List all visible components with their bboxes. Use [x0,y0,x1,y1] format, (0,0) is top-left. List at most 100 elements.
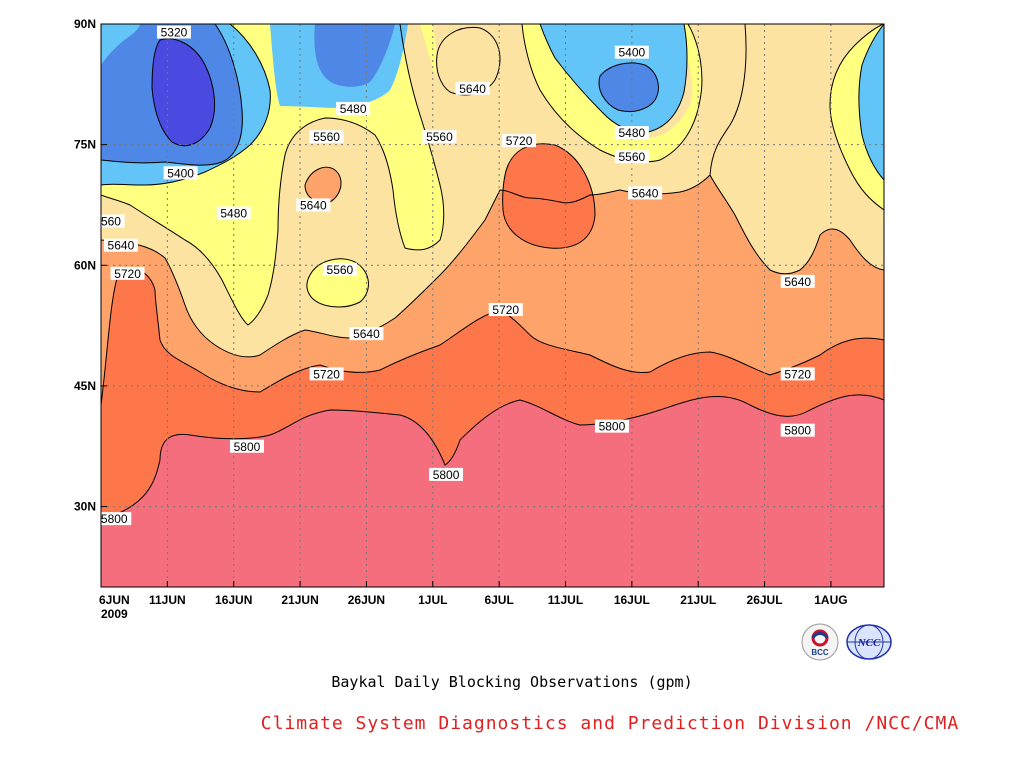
contour-label: 5560 [327,263,354,277]
contour-label-bg [594,419,629,433]
contour-label: 5560 [94,215,121,229]
band-5640-5720-island-21jun [305,167,342,203]
contour-label-bg [780,274,815,288]
contour-label-bg [229,439,264,453]
contour-line-5480 [101,24,271,186]
x-tick-label: 16JUN [215,593,252,607]
contour-label-bg [103,238,138,252]
contour-label: 5800 [599,420,626,434]
ncc-logo-text: NCC [857,637,881,649]
contour-label: 5640 [459,82,486,96]
contour-label: 5640 [353,327,380,341]
x-tick-label: 16JUL [614,593,650,607]
contour-label-bg [614,45,649,59]
contour-line-island-5640-north [436,26,501,96]
contour-label: 5800 [433,468,460,482]
bcc-logo-text: BCC [811,648,829,657]
contour-line-east-5480 [829,24,884,211]
contour-line-21jul [709,24,747,176]
x-tick-label: 21JUL [680,593,716,607]
contour-label-bg [628,186,663,200]
y-tick-label: 75N [74,138,96,152]
contour-label: 5720 [506,134,533,148]
contour-label: 5720 [114,267,141,281]
contour-label: 5720 [784,367,811,381]
y-tick-label: 90N [74,17,96,31]
contour-labels: 5320540054805560564057205800548055605640… [94,25,815,526]
contour-label-bg [455,81,490,95]
contour-line-ne-5400 [598,62,659,113]
contour-line-5560 [101,24,445,326]
contour-label-bg [614,150,649,164]
contour-label-bg [502,134,537,148]
contour-label-bg [488,303,523,317]
y-tick-label: 60N [74,258,96,272]
contour-label: 5560 [618,150,645,164]
x-tick-label: 6JUL [484,593,513,607]
y-tick-label: 30N [74,500,96,514]
contour-label-bg [163,166,198,180]
contour-label: 5400 [618,46,645,60]
y-tick-label: 45N [74,379,96,393]
contour-label-bg [614,126,649,140]
contour-label-bg [336,101,371,115]
x-tick-label: 6JUN [99,593,130,607]
contour-label-bg [156,25,191,39]
contour-label-bg [101,512,132,526]
x-tick-label: 11JUL [548,593,583,607]
x-tick-label: 1AUG [814,593,847,607]
contour-line-5320 [151,38,215,147]
contour-label: 5640 [784,275,811,289]
contour-label: 5320 [161,26,188,40]
contour-line-5640 [101,174,884,358]
contour-label: 5800 [784,424,811,438]
band-5560-5640-island-1jul [436,27,500,95]
grid-lines [101,24,884,587]
x-tick-label: 26JUN [348,593,385,607]
contour-label-bg [309,367,344,381]
contour-label: 5640 [108,239,135,253]
contour-label-bg [110,266,145,280]
credit-caption: Climate System Diagnostics and Predictio… [260,713,960,734]
band-lt5320 [152,38,215,146]
x-tick-label: 21JUN [281,593,318,607]
contour-label-bg [780,367,815,381]
x-axis: 6JUN 11JUN 16JUN 21JUN 26JUN 1JUL 6JUL 11JUL 16J… [99,581,848,607]
contour-line-5800 [101,394,884,521]
contour-label: 5480 [340,102,367,116]
contour-label-bg [309,130,344,144]
x-tick-label: 11JUN [149,593,186,607]
contour-label-bg [349,327,384,341]
contour-label: 5640 [632,186,659,200]
band-5720-5800-island-6jul [502,143,595,249]
contour-label: 5720 [492,303,519,317]
contour-label-bg [422,130,457,144]
contour-label: 5400 [167,166,194,180]
contour-label: 5720 [313,367,340,381]
contour-label-bg [322,262,357,276]
contour-label-bg [296,198,331,212]
x-axis-year-label: 2009 [101,607,128,621]
ncc-logo: NCC [846,624,892,660]
bcc-logo: BCC [801,623,839,661]
contour-label: 5480 [618,126,645,140]
contour-label-bg [429,467,464,481]
contour-line-5400 [101,24,243,166]
contour-label: 5480 [220,207,247,221]
contour-line-5720 [101,268,884,406]
band-5320-5400 [101,24,659,166]
contour-line-island-5720 [502,143,596,249]
contour-label: 5560 [426,130,453,144]
contour-label: 5800 [234,440,261,454]
x-tick-label: 26JUL [747,593,783,607]
contour-label: 5800 [101,512,128,526]
contour-label-bg [101,214,125,228]
contour-label-bg [780,423,815,437]
contour-fill-group: 5320540054805560564057205800548055605640… [94,24,884,587]
band-5400-5480 [101,24,884,185]
chart-caption: Baykal Daily Blocking Observations (gpm) [331,673,693,691]
y-axis: 30N 45N 60N 75N 90N [74,17,107,514]
contour-line-east-5400 [858,24,884,181]
contour-label: 5560 [313,130,340,144]
